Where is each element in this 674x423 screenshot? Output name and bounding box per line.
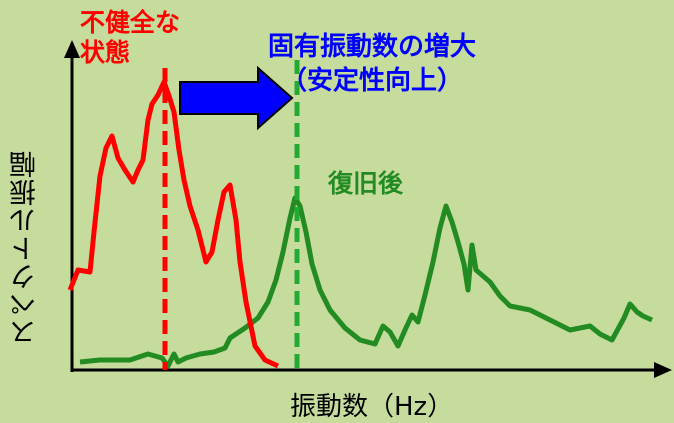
x-axis-label: 振動数（Hz） [290, 392, 454, 422]
unhealthy-spectrum-curve [67, 79, 280, 369]
y-axis-label: スペクトル振幅 [10, 150, 41, 346]
unhealthy-label-line2: 状態 [80, 38, 131, 67]
shift-arrow [179, 65, 294, 131]
natural-frequency-increase-label: 固有振動数の増大 （安定性向上） [268, 30, 476, 98]
y-axis-arrowhead [64, 40, 80, 58]
increase-label-line2: （安定性向上） [281, 66, 464, 96]
recovered-label: 復旧後 [328, 169, 404, 198]
x-axis-arrowhead [654, 362, 672, 378]
increase-label-line1: 固有振動数の増大 [268, 32, 477, 62]
unhealthy-state-label: 不健全な 状態 [80, 8, 180, 68]
recovered-spectrum-curve [79, 195, 654, 369]
unhealthy-label-line1: 不健全な [80, 8, 181, 37]
